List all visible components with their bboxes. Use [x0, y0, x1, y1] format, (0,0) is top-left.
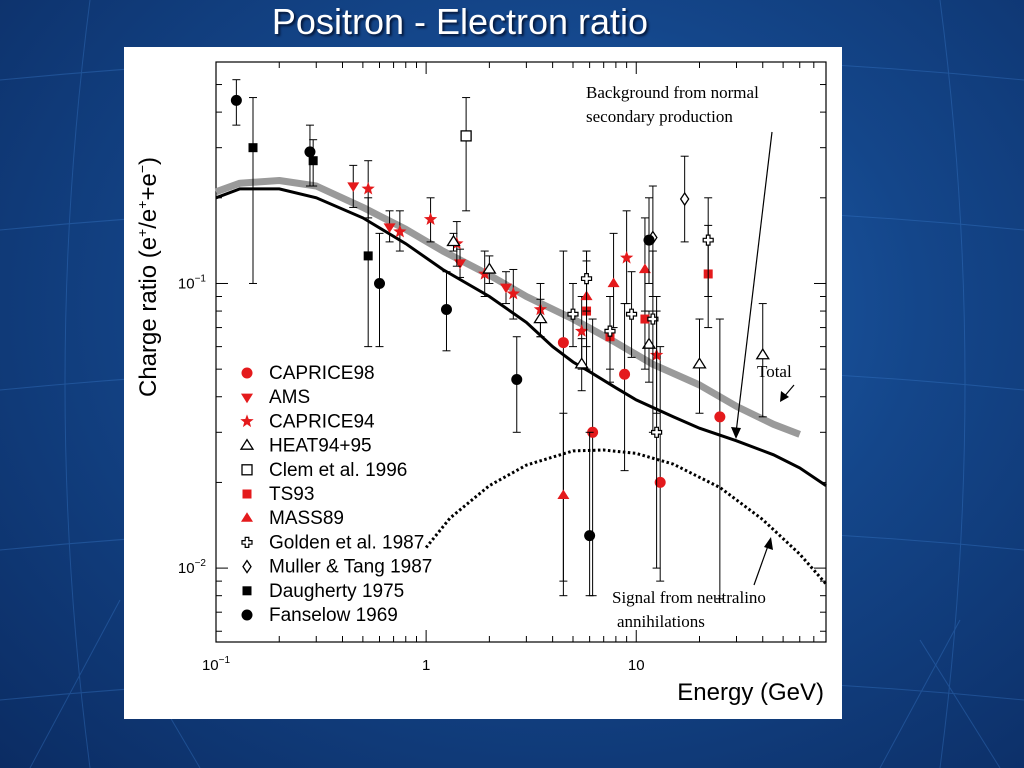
data-point: [643, 234, 655, 246]
data-point: [393, 224, 407, 238]
data-point: [500, 283, 513, 294]
data-point: [361, 181, 375, 195]
data-point: [304, 146, 316, 158]
data-point: [679, 191, 690, 207]
legend-marker: [241, 367, 253, 379]
data-point: [482, 262, 497, 274]
annotation-background: secondary production: [586, 107, 733, 126]
annotation-arrowhead: [780, 391, 789, 402]
data-point: [440, 304, 452, 316]
annotation-arrow: [735, 131, 773, 434]
x-tick-label: 10−1: [202, 655, 231, 674]
data-point: [640, 314, 650, 324]
legend-marker: [242, 489, 252, 499]
legend-marker: [241, 393, 253, 404]
data-point: [575, 324, 589, 337]
data-point: [580, 273, 593, 285]
legend-label: CAPRICE98: [269, 363, 375, 384]
data-point: [363, 251, 373, 261]
data-point: [654, 476, 666, 488]
annotation-arrowhead: [731, 427, 741, 439]
data-point: [619, 368, 631, 380]
legend-label: HEAT94+95: [269, 436, 372, 457]
total-curve: [215, 187, 827, 487]
y-axis-label: Charge ratio (e+/e++e−): [134, 157, 162, 397]
data-point: [584, 530, 596, 542]
data-point: [533, 311, 548, 324]
legend-label: Fanselow 1969: [269, 605, 398, 626]
annotation-signal: annihilations: [617, 612, 705, 631]
plot-frame: [215, 61, 827, 643]
annotation-background: Background from normal: [586, 83, 759, 102]
legend-marker: [241, 536, 253, 548]
data-point: [383, 223, 396, 233]
data-point: [446, 234, 461, 247]
data-point: [308, 156, 318, 166]
legend-label: CAPRICE94: [269, 411, 375, 432]
y-tick-label: 10−1: [178, 273, 207, 292]
data-point: [574, 357, 589, 369]
data-point: [625, 308, 638, 320]
data-point: [647, 313, 659, 325]
data-point: [511, 373, 523, 385]
legend-label: TS93: [269, 484, 314, 505]
legend-label: Clem et al. 1996: [269, 460, 407, 481]
legend-label: Golden et al. 1987: [269, 532, 424, 553]
x-tick-label: 1: [422, 657, 430, 674]
legend-marker: [241, 609, 253, 621]
annotation-arrowhead: [764, 537, 773, 550]
annotation-total: Total: [757, 362, 792, 381]
legend-label: Daugherty 1975: [269, 581, 404, 602]
legend-label: Muller & Tang 1987: [269, 557, 432, 578]
data-point: [607, 277, 620, 288]
chart-panel: 10−1 1 10 10−1 10−2 Energy (GeV) Charge ratio …: [124, 47, 842, 719]
data-point: [692, 357, 707, 369]
data-point: [557, 489, 570, 500]
legend-marker: [242, 559, 252, 574]
data-point: [460, 130, 472, 142]
legend-marker: [241, 512, 253, 522]
legend-label: AMS: [269, 387, 310, 408]
x-axis-label: Energy (GeV): [677, 679, 824, 706]
legend-marker: [240, 414, 254, 428]
legend-label: MASS89: [269, 508, 344, 529]
data-point: [374, 277, 386, 289]
y-tick-label: 10−2: [178, 558, 207, 577]
data-point: [347, 182, 360, 193]
annotation-signal: Signal from neutralino: [612, 588, 766, 607]
data-point: [641, 337, 657, 349]
data-point: [248, 143, 258, 153]
legend-marker: [239, 438, 255, 450]
slide-title: Positron - Electron ratio: [271, 1, 649, 42]
data-point: [755, 347, 770, 360]
x-tick-label: 10: [628, 657, 645, 674]
legend-marker: [242, 586, 252, 596]
data-point: [423, 212, 438, 225]
legend-marker: [241, 464, 253, 476]
signal-curve: [424, 448, 828, 585]
data-point: [620, 250, 634, 264]
data-point: [557, 337, 569, 349]
data-point: [567, 308, 579, 320]
data-point: [638, 263, 651, 274]
annotation-arrow: [753, 542, 770, 586]
data-point: [506, 286, 520, 300]
data-point: [702, 234, 714, 246]
data-point: [230, 94, 242, 106]
data-point: [651, 426, 663, 438]
charge-ratio-chart: 10−1 1 10 10−1 10−2 Energy (GeV) Charge ratio …: [134, 61, 828, 706]
data-point: [604, 325, 616, 337]
data-point: [714, 411, 726, 423]
